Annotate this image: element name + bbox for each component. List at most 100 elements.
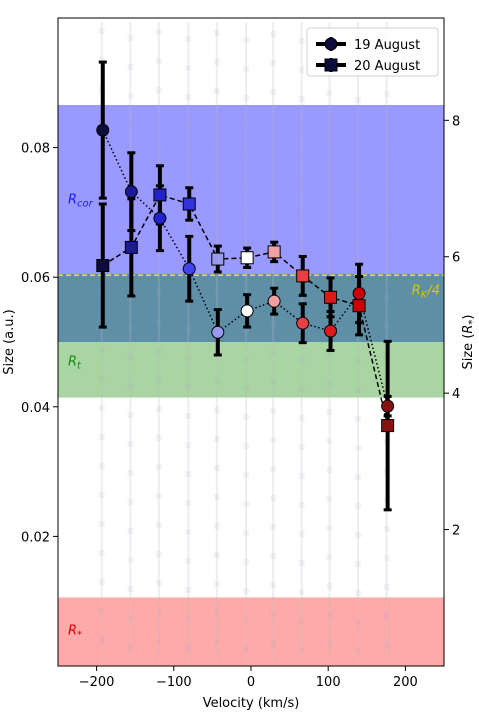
ghost-marker <box>270 118 277 124</box>
band-2 <box>58 597 444 666</box>
ghost-marker <box>243 559 250 565</box>
ghost-marker <box>355 184 362 190</box>
ghost-marker <box>383 613 390 619</box>
ghost-marker <box>127 122 134 128</box>
y-tick-label: 0.08 <box>21 142 50 157</box>
data-point-circle <box>267 294 281 308</box>
ghost-marker <box>326 554 333 560</box>
ghost-marker <box>127 64 134 70</box>
ghost-marker <box>326 119 333 125</box>
ghost-marker <box>326 380 333 386</box>
ghost-marker <box>383 236 390 242</box>
ghost-marker <box>270 350 277 356</box>
legend: 19 August 20 August <box>306 27 439 77</box>
ghost-marker <box>243 646 250 652</box>
ghost-marker <box>383 120 390 126</box>
ghost-marker <box>243 414 250 420</box>
x-tick-label: −200 <box>79 675 115 690</box>
ghost-marker <box>383 584 390 590</box>
data-point-circle <box>96 123 110 137</box>
ghost-marker <box>127 499 134 505</box>
ghost-marker <box>127 644 134 650</box>
data-point-circle <box>240 304 254 318</box>
ghost-marker <box>355 213 362 219</box>
ghost-marker <box>98 57 105 63</box>
ghost-marker <box>185 94 192 100</box>
ghost-marker <box>155 290 162 296</box>
ghost-marker <box>243 472 250 478</box>
ghost-marker <box>185 152 192 158</box>
ghost-marker <box>270 205 277 211</box>
data-point-circle <box>182 262 196 276</box>
x-tick-label: 200 <box>393 675 418 690</box>
ghost-marker <box>127 325 134 331</box>
ghost-marker <box>155 58 162 64</box>
ghost-marker <box>127 383 134 389</box>
data-point-square <box>182 197 196 211</box>
ghost-marker <box>155 522 162 528</box>
ghost-marker <box>270 466 277 472</box>
data-point-circle <box>211 325 225 339</box>
ghost-marker <box>185 558 192 564</box>
ghost-marker <box>213 378 220 384</box>
ghost-marker <box>298 357 305 363</box>
ghost-marker <box>298 241 305 247</box>
ghost-marker <box>298 183 305 189</box>
ghost-marker <box>185 355 192 361</box>
ghost-marker <box>155 87 162 93</box>
ghost-marker <box>270 147 277 153</box>
ghost-marker <box>383 265 390 271</box>
ghost-marker <box>355 387 362 393</box>
ghost-marker <box>326 206 333 212</box>
ghost-marker <box>243 95 250 101</box>
ghost-marker <box>185 326 192 332</box>
ghost-marker <box>127 528 134 534</box>
ghost-marker <box>270 321 277 327</box>
ghost-marker <box>355 358 362 364</box>
ghost-marker <box>298 299 305 305</box>
data-point-circle <box>381 399 395 413</box>
x-tick-label: −100 <box>156 675 192 690</box>
y-tick-label: 0.02 <box>21 530 50 545</box>
ghost-marker <box>270 582 277 588</box>
ghost-marker <box>243 443 250 449</box>
ghost-marker <box>298 531 305 537</box>
ghost-marker <box>383 526 390 532</box>
y2-tick-label: 6 <box>452 251 460 266</box>
ghost-marker <box>298 38 305 44</box>
band-label-2: R* <box>68 623 82 640</box>
ghost-marker <box>383 207 390 213</box>
ghost-marker <box>185 123 192 129</box>
ghost-marker <box>326 177 333 183</box>
ghost-marker <box>213 233 220 239</box>
ghost-marker <box>213 639 220 645</box>
ghost-marker <box>185 413 192 419</box>
ghost-marker <box>298 154 305 160</box>
legend-label: 20 August <box>354 59 420 74</box>
ghost-marker <box>213 523 220 529</box>
ghost-marker <box>185 65 192 71</box>
ghost-marker <box>213 465 220 471</box>
ghost-marker <box>298 96 305 102</box>
data-point-square <box>267 245 281 259</box>
ghost-marker <box>243 182 250 188</box>
y2-tick-label: 4 <box>452 387 460 402</box>
ghost-marker <box>298 125 305 131</box>
ghost-marker <box>98 492 105 498</box>
ghost-marker <box>270 640 277 646</box>
ghost-marker <box>185 616 192 622</box>
ghost-marker <box>243 211 250 217</box>
y-tick-label: 0.06 <box>21 271 50 286</box>
series-line-1 <box>102 194 389 426</box>
ghost-marker <box>155 406 162 412</box>
ghost-marker <box>355 242 362 248</box>
ghost-marker <box>270 408 277 414</box>
ghost-marker <box>155 348 162 354</box>
data-point-circle <box>352 286 366 300</box>
ghost-marker <box>213 146 220 152</box>
ghost-marker <box>127 354 134 360</box>
ghost-marker <box>383 555 390 561</box>
ghost-marker <box>243 356 250 362</box>
ghost-marker <box>185 384 192 390</box>
data-point-square <box>124 240 138 254</box>
